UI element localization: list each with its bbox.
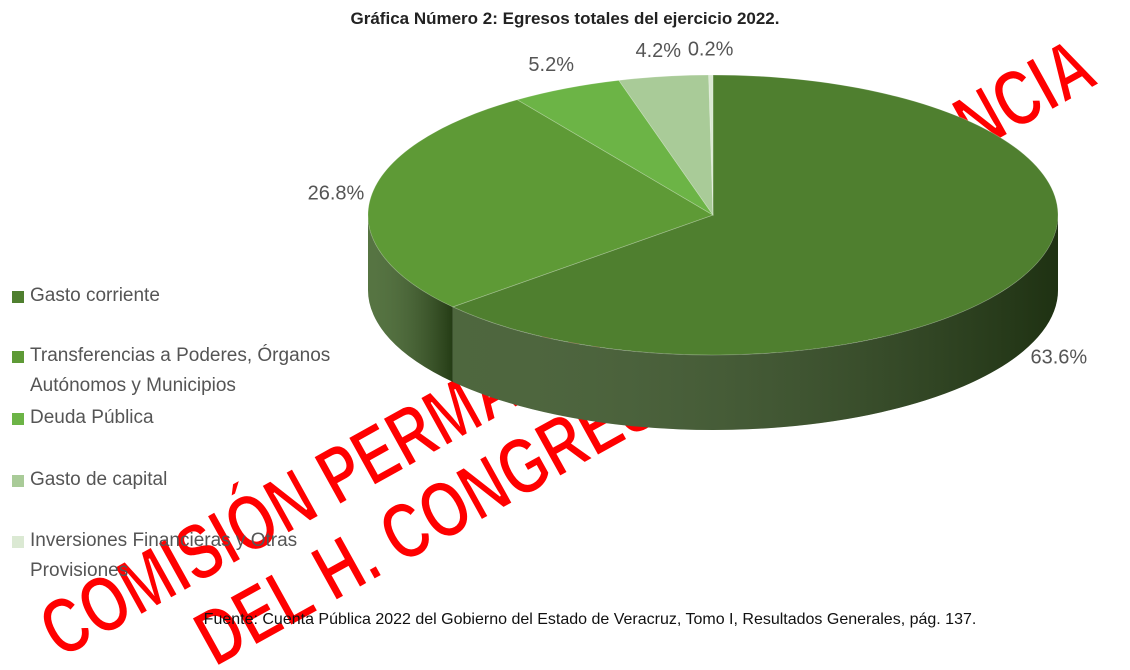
data-label: 26.8% bbox=[308, 183, 365, 205]
chart-title: Gráfica Número 2: Egresos totales del ej… bbox=[351, 9, 780, 28]
legend-label: Gasto corriente bbox=[30, 285, 160, 306]
slice bbox=[618, 74, 714, 217]
slice-side-shade bbox=[452, 215, 1059, 430]
legend-item: Gasto corriente bbox=[12, 281, 382, 311]
slice-side-shade bbox=[368, 215, 453, 382]
legend-label: Gasto de capital bbox=[30, 469, 168, 490]
legend-item: Transferencias a Poderes, Órganos Autóno… bbox=[12, 341, 382, 401]
legend-label: Deuda Pública bbox=[30, 407, 154, 428]
legend-label: Inversiones Financieras y Otras Provisio… bbox=[30, 530, 298, 581]
legend-swatch bbox=[12, 351, 24, 363]
data-label: 5.2% bbox=[528, 54, 574, 76]
slice bbox=[516, 79, 714, 216]
slice bbox=[708, 74, 714, 216]
source: Fuente: Cuenta Pública 2022 del Gobierno… bbox=[204, 611, 977, 628]
legend-item: Deuda Pública bbox=[12, 403, 382, 433]
legend-label: Transferencias a Poderes, Órganos Autóno… bbox=[30, 345, 331, 396]
data-label: 4.2% bbox=[635, 40, 681, 62]
slice bbox=[451, 74, 1059, 356]
legend-swatch bbox=[12, 536, 24, 548]
slice bbox=[367, 99, 714, 308]
legend-swatch bbox=[12, 291, 24, 303]
legend-swatch bbox=[12, 413, 24, 425]
legend-item: Gasto de capital bbox=[12, 465, 382, 495]
data-label: 0.2% bbox=[688, 38, 734, 60]
data-label: 63.6% bbox=[1030, 347, 1087, 369]
legend-swatch bbox=[12, 475, 24, 487]
legend-item: Inversiones Financieras y Otras Provisio… bbox=[12, 526, 382, 586]
